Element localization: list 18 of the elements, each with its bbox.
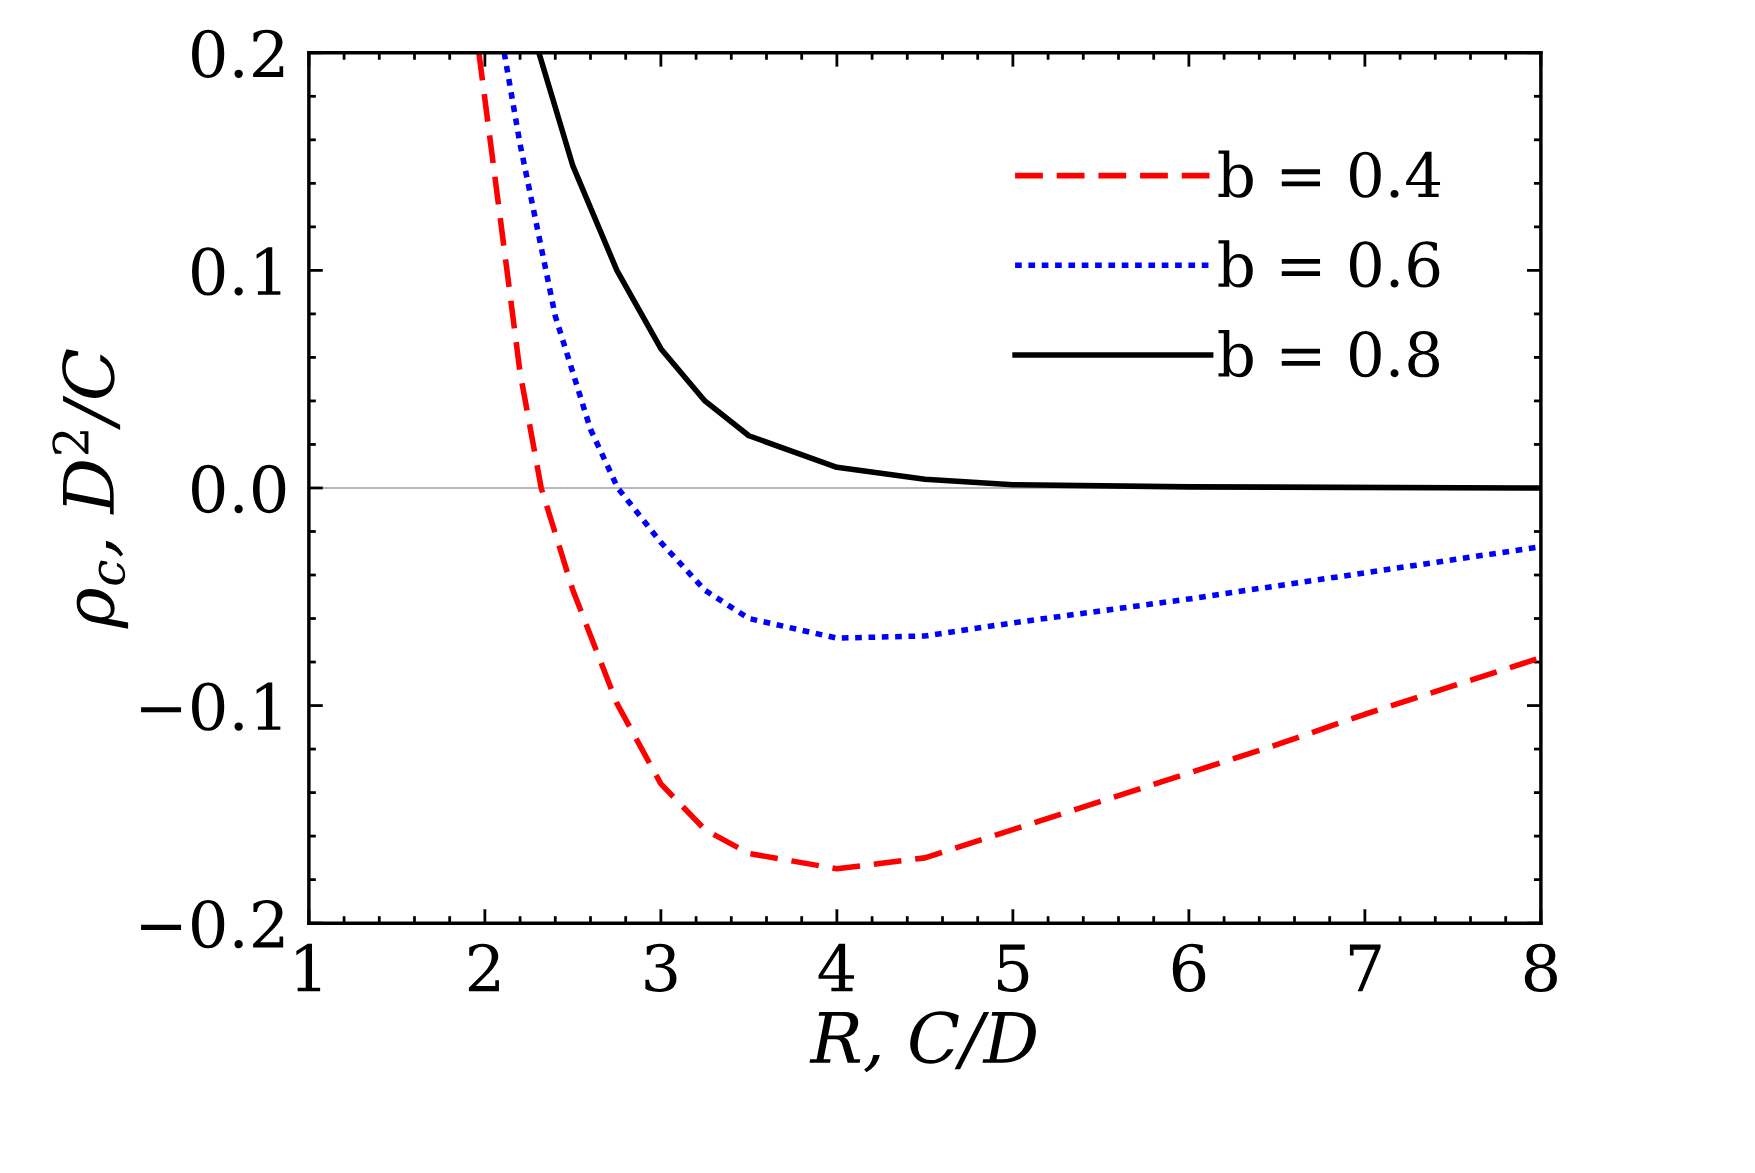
x-tick-label: 6 bbox=[1172, 943, 1206, 993]
x-tick-label: 8 bbox=[1524, 943, 1557, 993]
x-tick-label: 4 bbox=[818, 943, 854, 992]
y-tick-label: −0.2 bbox=[141, 900, 284, 949]
y-tick-label: 0.2 bbox=[192, 29, 284, 78]
legend-label: b = 0.4 bbox=[1218, 150, 1441, 198]
y-tick-label: 0.1 bbox=[192, 247, 281, 296]
y-tick-label: −0.1 bbox=[141, 682, 281, 731]
x-tick-label: 7 bbox=[1349, 944, 1381, 992]
y-axis-title: ρ$_{c}$, D$^{2}$/C bbox=[52, 349, 129, 629]
x-tick-label: 2 bbox=[468, 943, 499, 992]
y-tick-label: 0.0 bbox=[192, 464, 286, 514]
legend-label: b = 0.8 bbox=[1218, 329, 1439, 378]
x-tick-label: 1 bbox=[296, 943, 321, 992]
x-tick-label: 5 bbox=[997, 944, 1029, 993]
x-tick-label: 3 bbox=[645, 943, 677, 993]
legend-label: b = 0.6 bbox=[1218, 240, 1440, 288]
x-axis-title: R, C/D bbox=[809, 1011, 1036, 1073]
